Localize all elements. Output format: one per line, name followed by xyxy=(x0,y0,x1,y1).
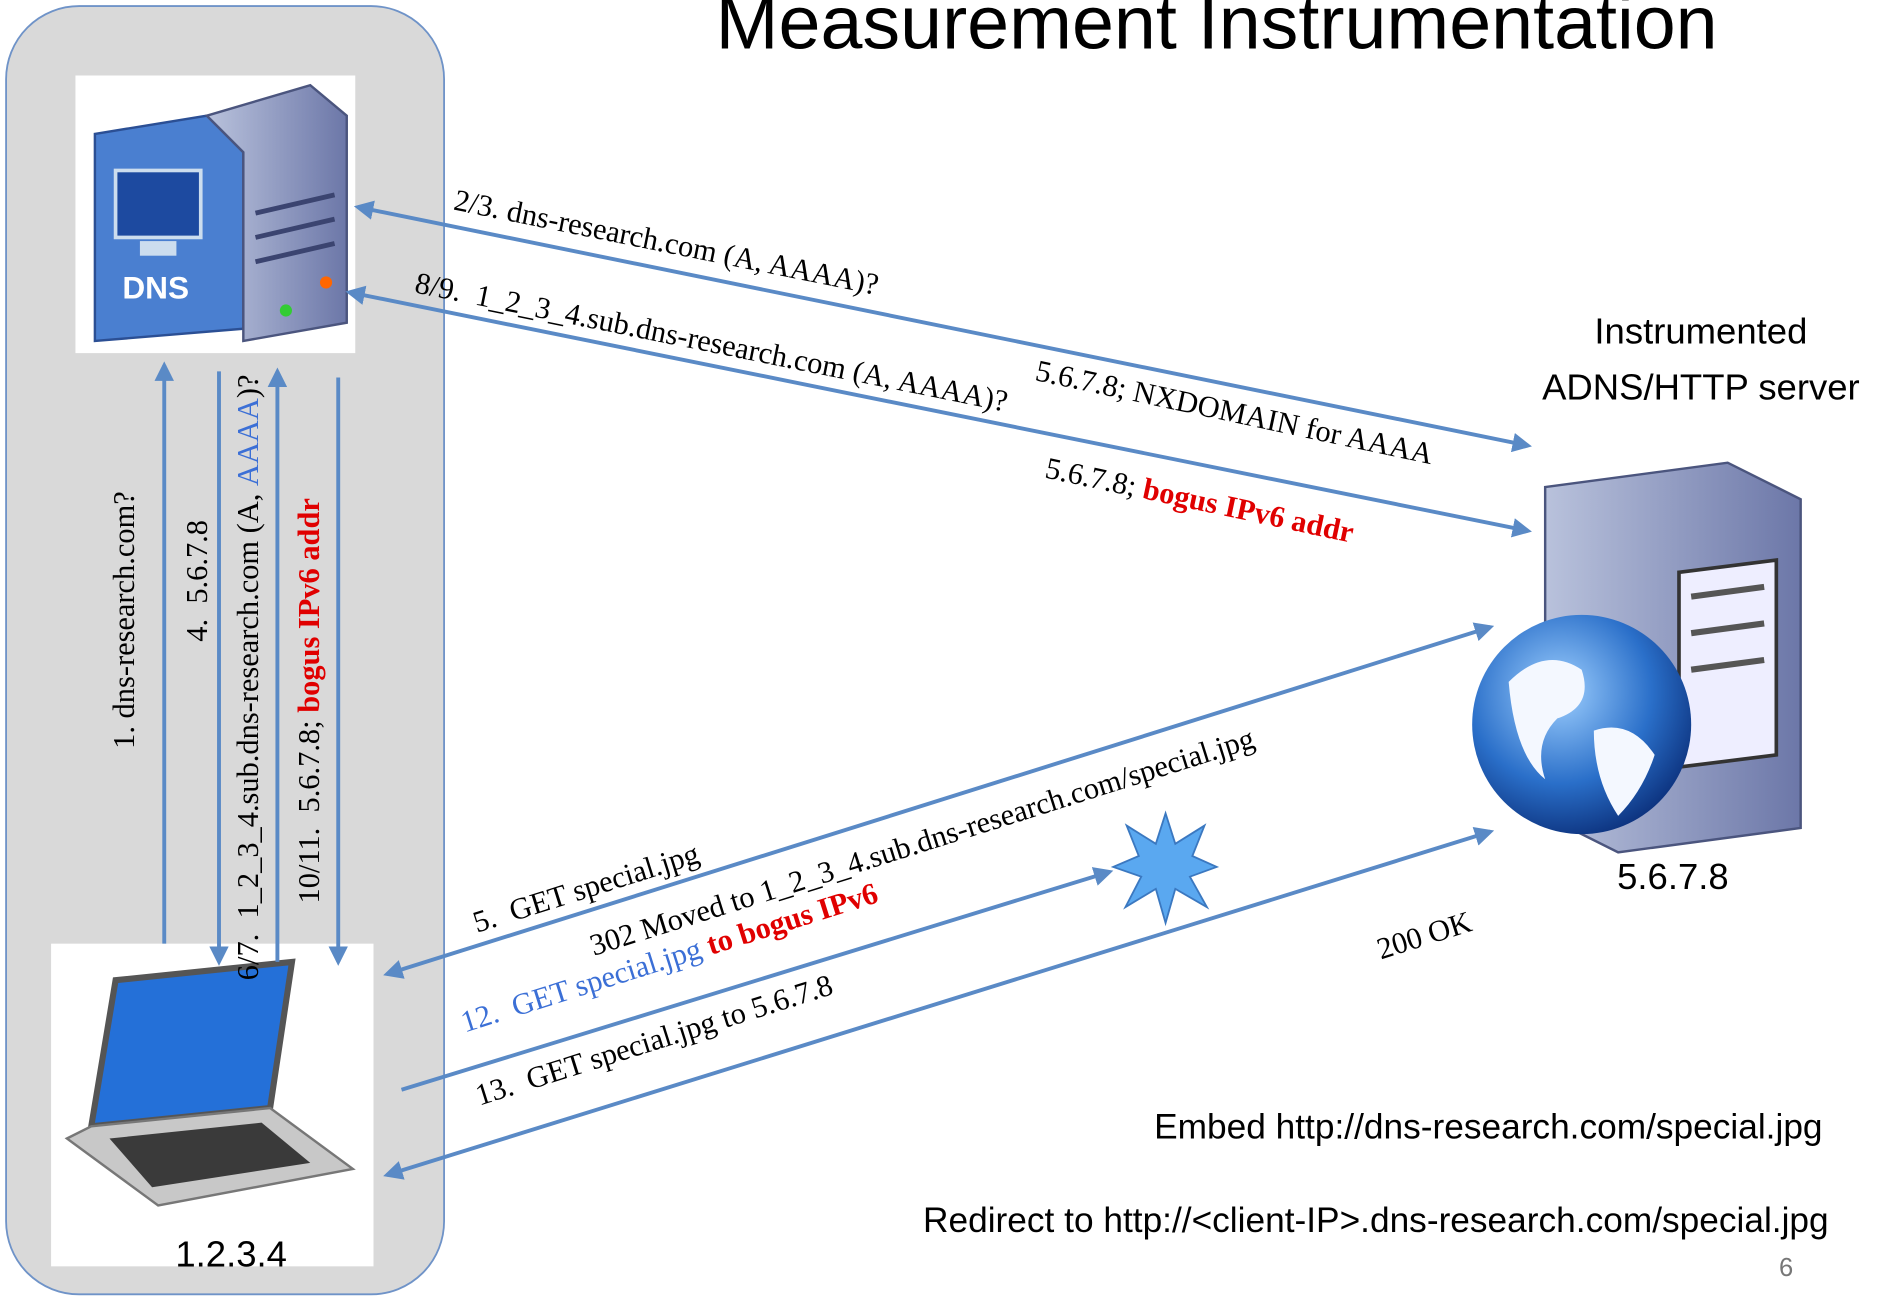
note: Embed http://dns-research.com/special.jp… xyxy=(1154,1107,1822,1146)
message-part: 5.6.7.8; xyxy=(1042,451,1147,505)
message-part: 10/11. 5.6.7.8; xyxy=(292,713,326,904)
message-part: bogus IPv6 addr xyxy=(1140,472,1357,550)
note: Redirect to http://<client-IP>.dns-resea… xyxy=(923,1201,1829,1240)
message-part: )? xyxy=(231,374,265,398)
message-part: 6/7. 1_2_3_4.sub.dns-research.com (A, xyxy=(231,486,265,980)
message-label: 4. 5.6.7.8 xyxy=(180,520,214,642)
message-part: 1. dns-research.com? xyxy=(107,491,141,749)
message-part: 8/9. 1_2_3_4.sub.dns-research.com (A, AA… xyxy=(412,266,1010,419)
message-label: 200 OK xyxy=(1373,905,1476,967)
failure-burst xyxy=(1113,813,1216,923)
title: Measurement Instrumentation xyxy=(716,0,1718,65)
diagram: DNS 1.2.3.4 Measurement Instrumentation … xyxy=(0,0,1898,1298)
message-label: 10/11. 5.6.7.8; bogus IPv6 addr xyxy=(292,498,326,903)
client-ip: 1.2.3.4 xyxy=(175,1233,287,1274)
page-number: 6 xyxy=(1779,1254,1793,1282)
page: { "title": "Measurement Instrumentation"… xyxy=(0,0,1898,1298)
server-label: Instrumented xyxy=(1594,310,1807,351)
server-label: ADNS/HTTP server xyxy=(1542,366,1860,407)
server-ip: 5.6.7.8 xyxy=(1617,856,1729,897)
message-part: 5.6.7.8; NXDOMAIN for AAAA xyxy=(1033,353,1436,471)
message-label: 6/7. 1_2_3_4.sub.dns-research.com (A, AA… xyxy=(231,374,265,980)
message-label: 2/3. dns-research.com (A, AAAA)? xyxy=(451,183,881,302)
message-part: bogus IPv6 addr xyxy=(292,498,326,713)
arrow xyxy=(387,627,1491,974)
message-part: 2/3. dns-research.com (A, AAAA)? xyxy=(451,183,881,302)
message-part: 200 OK xyxy=(1373,905,1476,967)
message-label: 5.6.7.8; NXDOMAIN for AAAA xyxy=(1033,353,1436,471)
server-icon xyxy=(1472,463,1801,853)
arrow xyxy=(358,207,1528,446)
message-part: AAAA xyxy=(231,398,265,486)
message-label: 8/9. 1_2_3_4.sub.dns-research.com (A, AA… xyxy=(412,266,1010,419)
dns-icon-label: DNS xyxy=(122,269,189,305)
message-label: 1. dns-research.com? xyxy=(107,491,141,749)
message-part: 4. 5.6.7.8 xyxy=(180,520,214,642)
